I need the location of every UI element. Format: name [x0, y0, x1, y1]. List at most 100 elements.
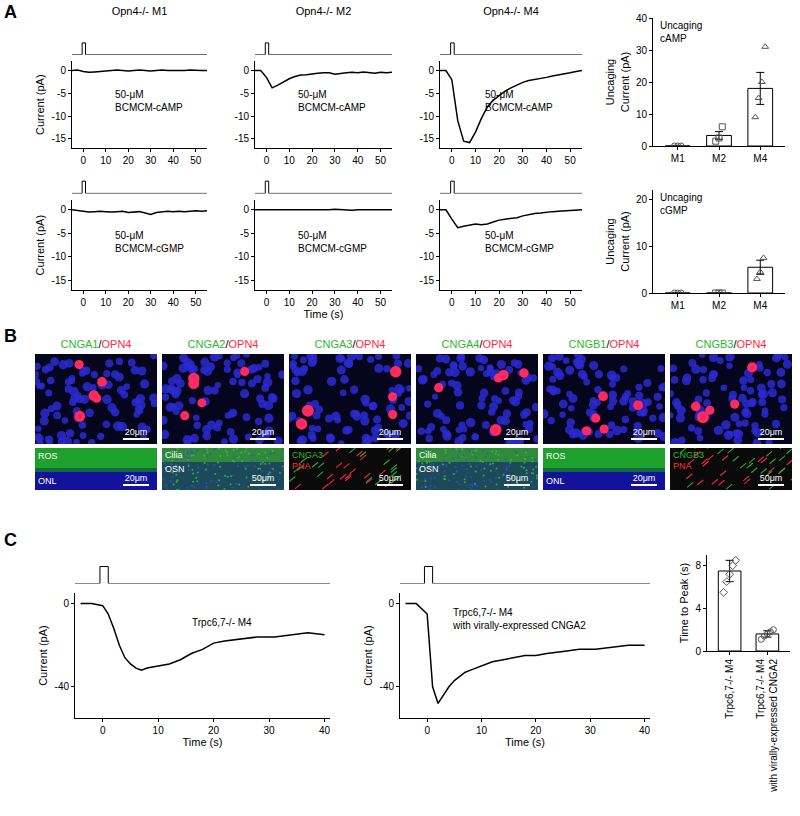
svg-text:-15: -15 [52, 133, 67, 144]
svg-text:-15: -15 [235, 133, 250, 144]
svg-text:Time (s): Time (s) [304, 308, 344, 320]
svg-text:50: 50 [190, 297, 202, 308]
svg-text:10: 10 [636, 241, 648, 252]
svg-text:40: 40 [352, 155, 364, 166]
svg-text:20: 20 [123, 297, 135, 308]
svg-text:30: 30 [145, 155, 157, 166]
svg-text:Cilia: Cilia [419, 450, 437, 460]
svg-text:PNA: PNA [292, 461, 311, 471]
svg-text:UncagingcAMP: UncagingcAMP [660, 20, 702, 44]
svg-text:50-μMBCMCM-cAMP: 50-μMBCMCM-cAMP [115, 89, 183, 113]
svg-text:0: 0 [388, 598, 394, 609]
svg-text:-10: -10 [420, 251, 435, 262]
svg-text:40: 40 [541, 155, 553, 166]
svg-text:Current (pA): Current (pA) [34, 74, 46, 135]
svg-text:10: 10 [100, 297, 112, 308]
svg-text:Current (pA): Current (pA) [362, 625, 374, 686]
svg-text:20μm: 20μm [633, 473, 656, 483]
svg-text:10: 10 [636, 109, 648, 120]
svg-text:50μm: 50μm [379, 473, 402, 483]
svg-text:10: 10 [476, 725, 488, 736]
svg-text:Time to Peak (s): Time to Peak (s) [678, 563, 690, 643]
svg-text:20: 20 [636, 194, 648, 205]
svg-text:50: 50 [190, 155, 202, 166]
svg-text:Cilia: Cilia [165, 450, 183, 460]
svg-text:10: 10 [100, 155, 112, 166]
svg-text:40: 40 [636, 13, 648, 24]
svg-text:Opn4-/- M2: Opn4-/- M2 [296, 5, 352, 17]
svg-text:PNA: PNA [673, 461, 692, 471]
svg-text:Trpc6,7-/- M4: Trpc6,7-/- M4 [724, 659, 735, 719]
svg-text:20: 20 [307, 297, 319, 308]
svg-text:-10: -10 [52, 251, 67, 262]
svg-text:-5: -5 [240, 228, 249, 239]
svg-text:20μm: 20μm [760, 427, 783, 437]
svg-text:Time (s): Time (s) [183, 736, 223, 748]
svg-text:-10: -10 [235, 111, 250, 122]
svg-text:0: 0 [60, 204, 66, 215]
svg-text:50μm: 50μm [506, 473, 529, 483]
svg-text:-5: -5 [57, 88, 66, 99]
svg-text:0: 0 [80, 297, 86, 308]
svg-text:10: 10 [284, 155, 296, 166]
svg-text:-5: -5 [425, 228, 434, 239]
svg-text:50μm: 50μm [252, 473, 275, 483]
svg-text:M2: M2 [712, 153, 726, 164]
svg-text:30: 30 [517, 297, 529, 308]
svg-text:0: 0 [449, 155, 455, 166]
svg-text:10: 10 [153, 725, 165, 736]
svg-text:40: 40 [168, 297, 180, 308]
svg-text:8: 8 [695, 560, 701, 571]
svg-text:0: 0 [449, 297, 455, 308]
svg-text:Opn4-/- M1: Opn4-/- M1 [112, 5, 168, 17]
svg-text:UncagingcGMP: UncagingcGMP [660, 192, 702, 216]
svg-text:30: 30 [585, 725, 597, 736]
svg-text:20μm: 20μm [506, 427, 529, 437]
svg-text:30: 30 [145, 297, 157, 308]
svg-text:40: 40 [319, 725, 331, 736]
svg-text:-5: -5 [57, 228, 66, 239]
svg-text:20μm: 20μm [252, 427, 275, 437]
svg-text:Trpc6,7-/- M4with virally-expr: Trpc6,7-/- M4with virally-expressed CNGA… [755, 659, 779, 793]
svg-text:4: 4 [695, 603, 701, 614]
svg-text:20: 20 [208, 725, 220, 736]
svg-text:30: 30 [263, 725, 275, 736]
svg-text:0: 0 [60, 65, 66, 76]
svg-text:-10: -10 [52, 111, 67, 122]
svg-text:20μm: 20μm [125, 473, 148, 483]
svg-text:50μm: 50μm [760, 473, 783, 483]
svg-text:10: 10 [470, 155, 482, 166]
svg-text:0: 0 [264, 155, 270, 166]
svg-text:M2: M2 [712, 300, 726, 311]
svg-text:30: 30 [517, 155, 529, 166]
svg-text:50-μMBCMCM-cAMP: 50-μMBCMCM-cAMP [485, 89, 553, 113]
svg-text:-15: -15 [420, 275, 435, 286]
svg-text:Current (pA): Current (pA) [34, 215, 46, 276]
svg-text:20: 20 [307, 155, 319, 166]
svg-text:20: 20 [530, 725, 542, 736]
svg-text:-10: -10 [420, 111, 435, 122]
svg-text:0: 0 [80, 155, 86, 166]
svg-text:OSN: OSN [419, 464, 439, 474]
svg-text:0: 0 [641, 141, 647, 152]
svg-text:50: 50 [375, 297, 387, 308]
svg-text:CNGB3: CNGB3 [673, 450, 704, 460]
svg-text:10: 10 [284, 297, 296, 308]
svg-text:50-μMBCMCM-cGMP: 50-μMBCMCM-cGMP [485, 230, 554, 254]
svg-text:50: 50 [375, 155, 387, 166]
svg-text:0: 0 [428, 204, 434, 215]
svg-text:ONL: ONL [38, 476, 57, 486]
svg-text:Opn4-/- M4: Opn4-/- M4 [483, 5, 539, 17]
svg-text:0: 0 [424, 725, 430, 736]
svg-text:M1: M1 [671, 153, 685, 164]
svg-text:M1: M1 [671, 300, 685, 311]
svg-text:-5: -5 [425, 88, 434, 99]
svg-text:-5: -5 [240, 88, 249, 99]
svg-text:0: 0 [100, 725, 106, 736]
svg-text:0: 0 [695, 646, 701, 657]
svg-text:Trpc6,7-/- M4: Trpc6,7-/- M4 [192, 617, 252, 628]
svg-text:20μm: 20μm [379, 427, 402, 437]
svg-text:-15: -15 [52, 275, 67, 286]
svg-text:20: 20 [636, 77, 648, 88]
svg-text:CNGA3: CNGA3 [292, 450, 323, 460]
